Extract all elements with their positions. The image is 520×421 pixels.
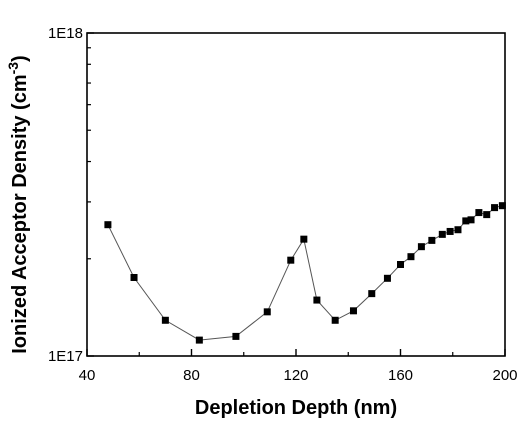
y-tick-label: 1E18 [48,25,83,42]
data-point [130,273,138,281]
data-point [498,202,506,210]
data-point [232,332,240,340]
x-tick-label: 120 [283,367,308,384]
data-point [349,307,357,315]
plot-area [86,32,506,357]
y-axis-title-superscript: -3 [5,62,21,75]
data-point [417,243,425,251]
data-point [438,230,446,238]
y-tick-label: 1E17 [48,348,83,365]
data-point [195,336,203,344]
data-point [104,221,112,229]
data-point [287,256,295,264]
data-point [383,274,391,282]
series [104,202,506,344]
data-point [475,209,483,217]
y-axis-title-main: Ionized Acceptor Density (cm [9,74,31,353]
y-axis-title: Ionized Acceptor Density (cm-3) [5,55,31,353]
x-axis: 40 80 120 160 200 [79,349,518,384]
x-axis-title: Depletion Depth (nm) [195,397,397,419]
data-point [313,296,321,304]
data-point [368,290,376,298]
data-point [300,235,308,243]
x-tick-label: 80 [183,367,200,384]
y-axis-title-suffix: ) [9,55,31,62]
plot-border [86,32,506,357]
data-point [161,316,169,324]
data-point [331,316,339,324]
data-point [491,204,499,212]
data-point [454,226,462,234]
data-point [462,217,470,225]
data-point [428,236,436,244]
data-point [397,260,404,268]
data-point [467,216,475,224]
data-point [263,308,271,316]
data-point [483,211,491,219]
data-point [446,227,454,235]
data-point [407,253,415,261]
x-tick-label: 200 [492,367,517,384]
y-axis: 1E17 1E18 [48,25,94,365]
x-tick-label: 160 [388,367,413,384]
x-tick-label: 40 [79,367,96,384]
